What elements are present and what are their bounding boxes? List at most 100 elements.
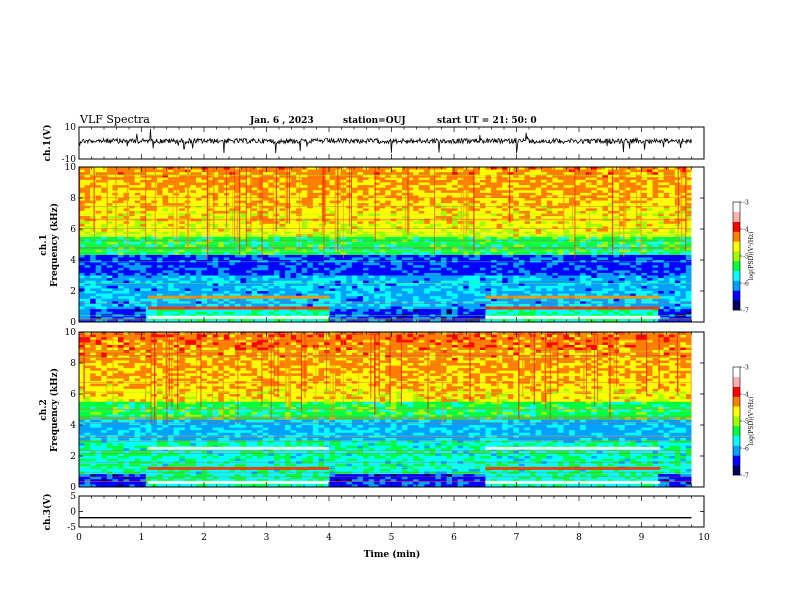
ch1-spectrogram-cell: [223, 226, 230, 230]
ch1-spectrogram-cell: [474, 203, 481, 207]
ch1-spectrogram-cell: [324, 260, 330, 263]
ch1-spectrogram-cell: [156, 275, 163, 279]
ch1-spectrogram-cell: [390, 185, 397, 189]
ch1-spectrogram-cell: [362, 195, 369, 199]
ch1-spectrogram-cell: [357, 260, 364, 263]
ch1-spectrogram-cell: [207, 260, 214, 263]
ch1-spectrogram-cell: [301, 195, 308, 199]
ch1-spectrogram-cell: [390, 187, 397, 191]
ch1-spectrogram-cell: [607, 244, 614, 248]
ch1-spectrogram-cell: [496, 241, 503, 245]
ch1-spectrogram-cell: [307, 267, 314, 271]
ch1-spectrogram-cell: [151, 216, 158, 220]
ch1-spectrogram-cell: [485, 241, 492, 245]
ch1-spectrogram-cell: [479, 203, 486, 207]
ch1-spectrogram-cell: [557, 241, 564, 245]
ch1-spectrogram-cell: [485, 272, 492, 276]
ch1-spectrogram-cell: [624, 187, 631, 191]
ch1-spectrogram-cell: [285, 270, 291, 274]
ch1-spectrogram-cell: [84, 195, 91, 199]
ch1-spectrogram-cell: [218, 275, 225, 279]
ch1-spectrogram-cell: [446, 187, 453, 191]
ch1-spectrogram-cell: [218, 198, 225, 201]
ch1-spectrogram-cell: [368, 221, 375, 225]
ch1-spectrogram-cell: [229, 260, 236, 263]
ch1-spectrogram-cell: [140, 272, 147, 276]
ch1-spectrogram-cell: [496, 192, 503, 196]
ch1-spectrogram-cell: [123, 254, 130, 258]
ch1-spectrogram-cell: [168, 239, 175, 243]
ch1-spectrogram-cell: [324, 213, 330, 217]
ch1-spectrogram-cell: [84, 203, 91, 207]
ch1-spectrogram-cell: [580, 167, 587, 170]
ch1-spectrogram-cell: [518, 221, 525, 225]
ch1-spectrogram-cell: [140, 200, 147, 204]
ch1-spectrogram-cell: [663, 169, 670, 173]
ch1-spectrogram-cell: [413, 244, 420, 248]
ch1-spectrogram-cell: [424, 203, 431, 207]
ch1-spectrogram-cell: [530, 223, 536, 227]
ch1-spectrogram-cell: [140, 210, 147, 214]
ch1-spectrogram-cell: [435, 187, 442, 191]
ch1-spectrogram-cell: [379, 223, 386, 227]
ch1-spectrogram-cell: [307, 187, 314, 191]
ch1-spectrogram-cell: [140, 278, 147, 282]
ch1-spectrogram-cell: [413, 167, 420, 170]
ch1-spectrogram-cell: [296, 262, 303, 266]
ch1-spectrogram-cell: [630, 174, 637, 178]
ch1-spectrogram-cell: [491, 260, 498, 263]
ch1-spectrogram-cell: [630, 210, 637, 214]
ch1-spectrogram-cell: [324, 177, 330, 181]
ch1-spectrogram-cell: [680, 257, 687, 261]
ch1-spectrogram-cell: [246, 221, 253, 225]
ch1-spectrogram-cell: [251, 257, 258, 261]
ch1-spectrogram-cell: [318, 198, 325, 201]
ch1-spectrogram-cell: [251, 205, 258, 209]
ch1-spectrogram-cell: [518, 167, 525, 170]
ch1-spectrogram-cell: [546, 174, 553, 178]
ch1-spectrogram-cell: [524, 262, 531, 266]
ch1-spectrogram-cell: [179, 275, 186, 279]
ch1-spectrogram-cell: [179, 254, 186, 258]
ch1-spectrogram-cell: [168, 229, 175, 232]
ch1-spectrogram-cell: [435, 216, 442, 220]
ch1-spectrogram-cell: [446, 236, 453, 240]
ch1-spectrogram-cell: [207, 182, 214, 186]
ch1-spectrogram-cell: [574, 192, 581, 196]
ch1-spectrogram-cell: [407, 275, 414, 279]
ch1-spectrogram-cell: [324, 270, 330, 274]
ch1-spectrogram-cell: [362, 200, 369, 204]
ch1-spectrogram-cell: [546, 182, 553, 186]
ch1-spectrogram-cell: [607, 192, 614, 196]
ch3-waveform-ylabel: ch.3(V): [42, 494, 53, 531]
ch1-spectrogram-cell: [624, 257, 631, 261]
ch1-spectrogram-cell: [201, 257, 208, 261]
ch1-spectrogram-cell: [268, 236, 275, 240]
ch1-spectrogram-cell: [329, 210, 336, 214]
ch1-spectrogram-cell: [407, 195, 414, 199]
ch1-spectrogram-cell: [635, 179, 642, 183]
ch1-spectrogram-cell: [607, 195, 614, 199]
ch1-spectrogram-cell: [602, 226, 609, 230]
ch1-spectrogram-cell: [457, 216, 464, 220]
ch1-spectrogram-cell: [357, 262, 364, 266]
ch1-spectrogram-cell: [240, 185, 247, 189]
ch1-spectrogram-cell: [552, 174, 559, 178]
ch1-spectrogram-cell: [106, 185, 113, 189]
ch1-spectrogram-cell: [557, 190, 564, 194]
ch1-spectrogram-cell: [273, 272, 280, 276]
ch1-spectrogram-cell: [151, 252, 158, 256]
ch1-spectrogram-cell: [262, 236, 269, 240]
ch1-spectrogram-cell: [268, 272, 275, 276]
ch1-spectrogram-cell: [518, 247, 525, 251]
ch1-spectrogram-cell: [156, 174, 163, 178]
ch1-spectrogram-cell: [285, 278, 291, 282]
ch1-spectrogram-cell: [496, 216, 503, 220]
ch1-spectrogram-cell: [351, 192, 358, 196]
ch1-spectrogram-cell: [429, 272, 436, 276]
ch1-spectrogram-cell: [262, 272, 269, 276]
ch1-spectrogram-cell: [435, 192, 442, 196]
ch1-spectrogram-cell: [95, 231, 102, 235]
ch1-spectrogram-cell: [502, 270, 509, 274]
ch1-spectrogram-cell: [279, 190, 286, 194]
